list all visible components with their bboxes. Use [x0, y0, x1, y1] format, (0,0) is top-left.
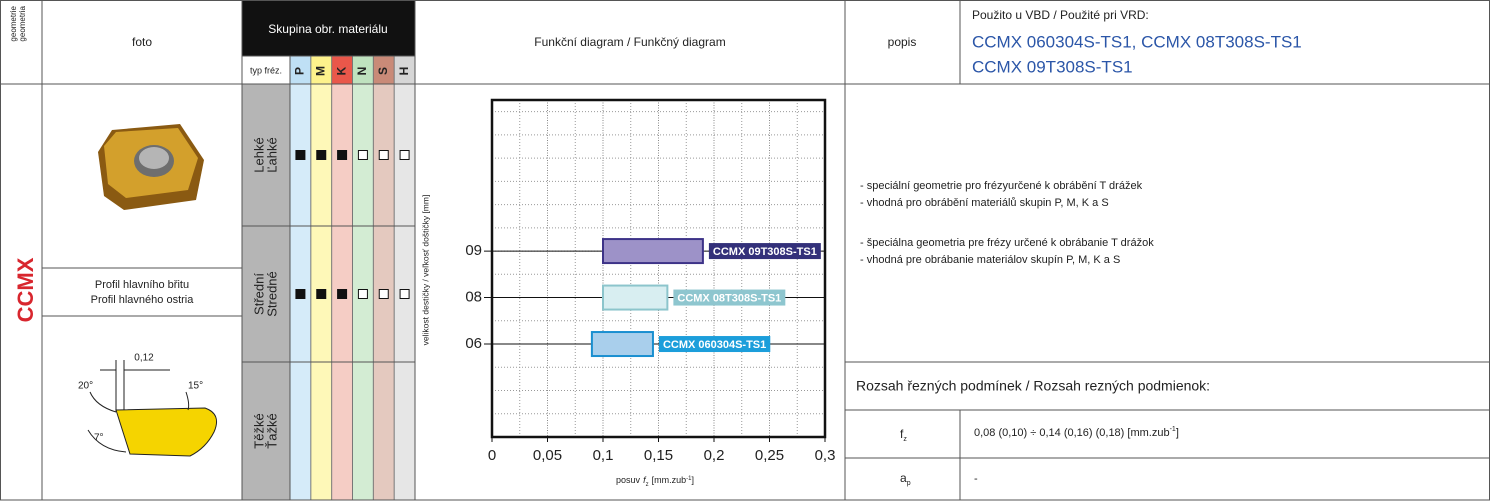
group-header: Skupina obr. materiálu: [268, 22, 387, 36]
profile-label: Profil hlavného ostria: [91, 294, 195, 306]
geometry-header: geometria: [18, 5, 27, 41]
milling-type: Stredné: [264, 271, 279, 317]
subscript: z: [903, 436, 907, 443]
profile-dim: 20°: [78, 381, 93, 392]
condition-symbol: ap: [900, 471, 911, 487]
empty-square: [399, 150, 410, 160]
bar-label: CCMX 060304S-TS1: [663, 339, 766, 351]
y-axis-label: velikost destičky / veľkosť doštičky [mm…: [420, 195, 430, 346]
x-tick-label: 0,1: [593, 447, 614, 464]
x-axis-label: posuv fz [mm.zub-1]: [616, 475, 694, 487]
diagram-header: Funkční diagram / Funkčný diagram: [534, 35, 725, 49]
geometry-header: geometrie: [9, 5, 18, 41]
group-header-bg: [242, 0, 415, 56]
y-tick-label: 09: [465, 242, 482, 259]
x-tick-label: 0,05: [533, 447, 562, 464]
bar-label: CCMX 09T308S-TS1: [713, 246, 817, 258]
label-unit: [mm.zub: [652, 475, 687, 485]
geometry-name: CCMX: [13, 257, 38, 322]
used-for: Použito u VBD / Použité pri VRD:: [972, 8, 1149, 22]
bar-label-bg: [708, 243, 821, 260]
label-symbol: f: [643, 475, 647, 485]
filled-square: [316, 289, 327, 299]
y-tick-label: 06: [465, 335, 482, 352]
type-column-bg: [242, 84, 290, 500]
material-letter: S: [376, 67, 390, 75]
range-bar: [602, 284, 669, 311]
condition-value: 0,08 (0,10) ÷ 0,14 (0,16) (0,18) [mm.zub…: [974, 426, 1179, 439]
material-letter: N: [355, 67, 369, 76]
type-header: typ fréz.: [250, 65, 282, 75]
profile-dim: 7°: [94, 433, 104, 444]
material-columns: [289, 56, 415, 500]
filled-square: [337, 289, 348, 299]
label-close: ]: [691, 475, 694, 485]
superscript: -1: [1170, 426, 1176, 433]
condition-symbol: fz: [900, 427, 907, 443]
filled-square: [295, 150, 306, 160]
empty-square: [378, 289, 389, 299]
bar-label-bg: [658, 336, 771, 353]
description-line: - vhodná pro obrábění materiálů skupin P…: [860, 197, 1109, 209]
bar-label-bg: [673, 289, 786, 306]
subscript: p: [907, 480, 911, 487]
material-letter: M: [313, 66, 327, 76]
label-superscript: -1: [686, 476, 692, 482]
x-tick-label: 0,25: [755, 447, 784, 464]
plot-frame: [490, 98, 827, 439]
profile-dim: 0,12: [134, 353, 154, 364]
insert-photo: [98, 124, 204, 210]
conditions-title: Rozsah řezných podmínek / Rozsah rezných…: [856, 378, 1210, 394]
material-header-cell: [373, 56, 395, 84]
close: ]: [1176, 427, 1179, 439]
empty-square: [357, 150, 368, 160]
x-tick-label: 0,2: [704, 447, 725, 464]
condition-value: -: [974, 473, 978, 485]
filled-square: [295, 289, 306, 299]
range-bar: [602, 238, 704, 265]
material-header-cell: [310, 56, 332, 84]
symbol: f: [900, 427, 904, 441]
bar-label: CCMX 08T308S-TS1: [677, 292, 781, 304]
description-line: - speciální geometrie pro frézyurčené k …: [860, 180, 1143, 192]
empty-square: [357, 289, 368, 299]
function-diagram: 0 0,05 0,1 0,15 0,2 0,25 0,3 06 08 09 CCMX 060304S…: [420, 98, 836, 488]
material-header-cell: [394, 56, 415, 84]
photo-header: foto: [132, 35, 152, 49]
profile-dim: 15°: [188, 381, 203, 392]
x-tick-label: 0,3: [815, 447, 836, 464]
filled-square: [316, 150, 327, 160]
insert-list: CCMX 09T308S-TS1: [972, 57, 1133, 76]
value: 0,08 (0,10) ÷ 0,14 (0,16) (0,18) [mm.zub: [974, 427, 1170, 439]
profile-drawing: [87, 360, 217, 457]
label-subscript: z: [646, 482, 649, 488]
symbol: a: [900, 471, 907, 485]
milling-type: Ľahké: [264, 137, 279, 172]
milling-type: Těžké: [251, 413, 266, 448]
material-letter: H: [397, 67, 411, 76]
label-prefix: posuv: [616, 475, 641, 485]
description-header: popis: [888, 35, 917, 49]
material-letter: K: [334, 66, 348, 75]
range-bar: [590, 331, 654, 358]
profile-label: Profil hlavního břitu: [95, 279, 189, 291]
x-tick-label: 0: [488, 447, 496, 464]
material-header-cell: [331, 56, 353, 84]
milling-type: Ťažké: [264, 413, 279, 448]
description-line: - vhodná pre obrábanie materiálov skupín…: [860, 254, 1120, 266]
empty-square: [399, 289, 410, 299]
y-tick-label: 08: [465, 289, 482, 306]
milling-type: Střední: [251, 273, 266, 315]
insert-list: CCMX 060304S-TS1, CCMX 08T308S-TS1: [972, 32, 1302, 51]
description-line: - špeciálna geometria pre frézy určené k…: [860, 237, 1154, 249]
x-tick-label: 0,15: [644, 447, 673, 464]
material-header-cell: [352, 56, 374, 84]
material-header-cell: [290, 56, 311, 84]
milling-type: Lehké: [251, 137, 266, 172]
material-letter: P: [293, 67, 307, 75]
empty-square: [378, 150, 389, 160]
filled-square: [337, 150, 348, 160]
